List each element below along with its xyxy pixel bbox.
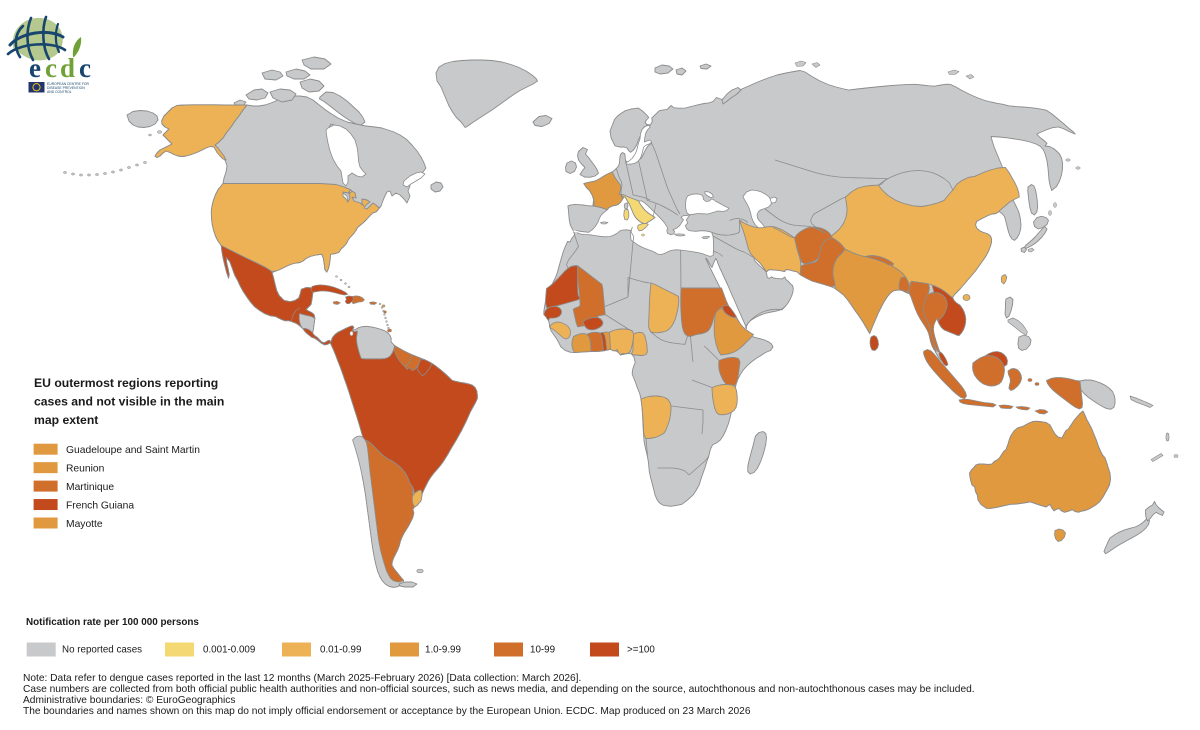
svg-text:0.01-0.99: 0.01-0.99	[320, 645, 361, 656]
svg-text:c: c	[45, 53, 57, 83]
svg-text:EU outermost regions reporting: EU outermost regions reporting	[34, 376, 218, 390]
svg-text:No reported cases: No reported cases	[62, 645, 142, 656]
svg-text:Martinique: Martinique	[66, 482, 114, 493]
svg-text:EUROPEAN CENTRE FOR: EUROPEAN CENTRE FOR	[47, 82, 90, 86]
svg-text:The boundaries and names shown: The boundaries and names shown on this m…	[23, 706, 751, 717]
svg-text:10-99: 10-99	[530, 645, 555, 656]
svg-text:0.001-0.009: 0.001-0.009	[203, 645, 255, 656]
svg-text:c: c	[79, 53, 91, 83]
svg-text:cases and not visible in the m: cases and not visible in the main	[34, 395, 224, 409]
svg-text:Mayotte: Mayotte	[66, 519, 103, 530]
svg-text:d: d	[60, 53, 75, 83]
svg-text:>=100: >=100	[627, 645, 655, 656]
svg-text:AND CONTROL: AND CONTROL	[47, 90, 72, 94]
svg-text:map extent: map extent	[34, 413, 98, 427]
svg-text:Reunion: Reunion	[66, 464, 105, 475]
svg-text:Note: Data refer to dengue cas: Note: Data refer to dengue cases reporte…	[23, 673, 581, 684]
svg-text:Case numbers are collected fro: Case numbers are collected from both off…	[23, 684, 975, 695]
svg-text:Guadeloupe and Saint Martin: Guadeloupe and Saint Martin	[66, 445, 200, 456]
svg-text:e: e	[29, 53, 41, 83]
svg-text:Notification rate per 100 000: Notification rate per 100 000 persons	[26, 617, 199, 628]
svg-text:DISEASE PREVENTION: DISEASE PREVENTION	[47, 86, 85, 90]
svg-text:French Guiana: French Guiana	[66, 501, 134, 512]
svg-text:1.0-9.99: 1.0-9.99	[425, 645, 461, 656]
svg-text:Administrative boundaries: © E: Administrative boundaries: © EuroGeograp…	[23, 695, 236, 706]
